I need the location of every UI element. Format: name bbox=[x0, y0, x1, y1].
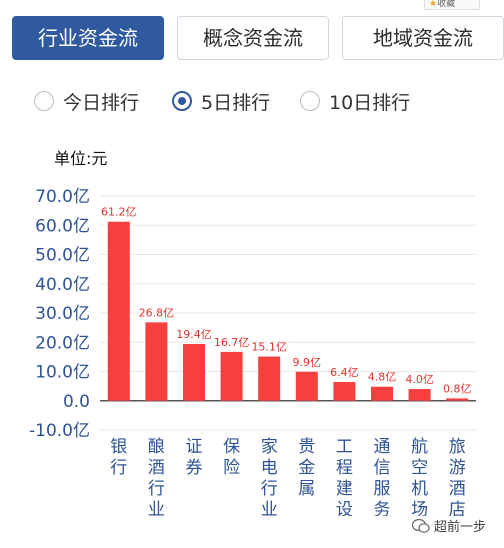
bar-value-label: 26.8亿 bbox=[139, 306, 175, 319]
x-tick-label: 家电行业 bbox=[261, 437, 278, 516]
x-tick-label: 证券 bbox=[186, 437, 203, 478]
tab-concept-fund-flow[interactable]: 概念资金流 bbox=[177, 16, 329, 60]
watermark: 超前一步 bbox=[412, 516, 486, 535]
y-tick-label: 70.0亿 bbox=[35, 187, 90, 207]
bar-value-label: 15.1亿 bbox=[251, 341, 287, 354]
unit-label: 单位:元 bbox=[54, 149, 108, 168]
tab-region-fund-flow[interactable]: 地域资金流 bbox=[342, 16, 504, 60]
wechat-icon bbox=[412, 518, 430, 533]
bar-value-label: 61.2亿 bbox=[101, 206, 137, 219]
x-tick-label: 银行 bbox=[110, 437, 127, 478]
watermark-text: 超前一步 bbox=[434, 520, 487, 535]
radio-label: 10日排行 bbox=[329, 91, 411, 114]
bar bbox=[107, 221, 130, 401]
radio-10day-ranking[interactable]: 10日排行 bbox=[300, 86, 410, 116]
y-tick-label: 0.0 bbox=[63, 392, 90, 412]
tab-bar: 行业资金流 概念资金流 地域资金流 bbox=[0, 0, 504, 64]
bar-value-label: 9.9亿 bbox=[293, 356, 322, 369]
radio-circle-icon bbox=[300, 91, 320, 111]
y-tick-label: -10.0亿 bbox=[29, 421, 90, 441]
radio-label: 5日排行 bbox=[201, 91, 271, 114]
bar bbox=[295, 371, 318, 401]
y-tick-label: 30.0亿 bbox=[35, 304, 90, 324]
radio-5day-ranking[interactable]: 5日排行 bbox=[172, 86, 270, 116]
bar bbox=[333, 382, 356, 401]
radio-label: 今日排行 bbox=[63, 91, 140, 114]
x-tick-label: 工程建设 bbox=[336, 437, 353, 516]
bar bbox=[446, 398, 469, 401]
bar-value-label: 19.4亿 bbox=[176, 328, 212, 341]
grid-lines bbox=[100, 195, 476, 431]
bar-value-label: 6.4亿 bbox=[330, 366, 359, 379]
favorite-label: 收藏 bbox=[437, 0, 456, 9]
favorite-button[interactable]: ★收藏 bbox=[424, 0, 480, 10]
x-tick-label: 酿酒行业 bbox=[148, 437, 165, 516]
bar bbox=[183, 344, 205, 401]
y-tick-label: 40.0亿 bbox=[35, 275, 90, 295]
bar bbox=[408, 389, 431, 401]
x-tick-label: 旅游酒店 bbox=[449, 437, 466, 516]
x-tick-label: 航空机场 bbox=[411, 437, 428, 516]
bar-value-label: 4.8亿 bbox=[368, 371, 397, 384]
y-tick-label: 10.0亿 bbox=[35, 363, 90, 383]
x-tick-label: 贵金属 bbox=[298, 437, 315, 499]
bar bbox=[258, 356, 281, 401]
bar-value-label: 16.7亿 bbox=[214, 336, 250, 349]
radio-circle-icon bbox=[34, 91, 54, 111]
star-icon: ★ bbox=[429, 0, 438, 9]
x-tick-label: 通信服务 bbox=[374, 437, 391, 516]
y-tick-label: 20.0亿 bbox=[35, 333, 90, 353]
bar bbox=[145, 322, 168, 401]
bars bbox=[107, 221, 469, 401]
x-tick-label: 保险 bbox=[223, 437, 240, 478]
tab-industry-fund-flow[interactable]: 行业资金流 bbox=[12, 16, 164, 60]
y-tick-label: 50.0亿 bbox=[35, 246, 90, 266]
y-tick-label: 60.0亿 bbox=[35, 216, 90, 236]
bar-value-label: 4.0亿 bbox=[405, 373, 434, 386]
bar-value-label: 0.8亿 bbox=[443, 382, 472, 395]
fund-flow-bar-chart: 70.0亿 60.0亿 50.0亿 40.0亿 30.0亿 20.0亿 10.0亿 0.0 -1… bbox=[29, 187, 476, 516]
bar bbox=[371, 386, 393, 401]
radio-selected-icon bbox=[172, 91, 192, 111]
radio-today-ranking[interactable]: 今日排行 bbox=[34, 86, 139, 116]
y-axis-ticks: 70.0亿 60.0亿 50.0亿 40.0亿 30.0亿 20.0亿 10.0亿 0.0 -1… bbox=[29, 187, 90, 441]
bar bbox=[220, 351, 243, 401]
